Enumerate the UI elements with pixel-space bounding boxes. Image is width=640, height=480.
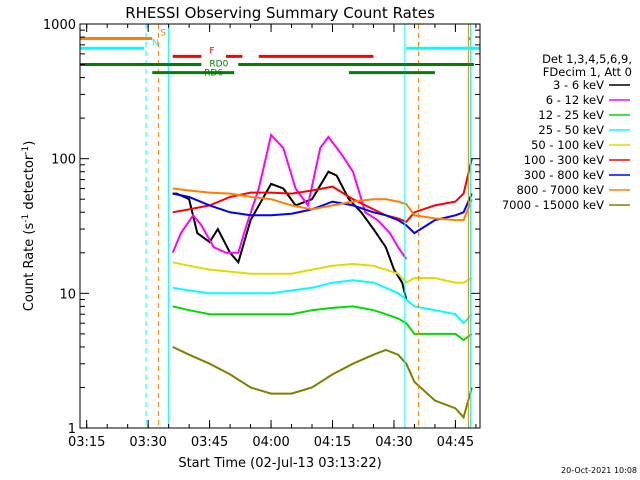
legend-label: 25 - 50 keV xyxy=(538,123,604,137)
x-tick-label: 03:15 xyxy=(68,435,105,450)
plot-frame xyxy=(79,23,481,429)
series-line-0 xyxy=(172,170,408,300)
y-axis: 1 10 100 1000 xyxy=(43,18,480,437)
series-line-6 xyxy=(172,192,473,235)
series-line-3 xyxy=(172,279,473,325)
legend-label: 300 - 800 keV xyxy=(524,168,604,182)
series-line-4 xyxy=(172,261,473,284)
y-axis-label-mid: detector xyxy=(22,154,37,214)
series-line-2 xyxy=(172,305,473,342)
y-tick-label: 1000 xyxy=(43,18,76,33)
y-axis-label-sup2: -1 xyxy=(21,146,31,155)
legend-label: 100 - 300 keV xyxy=(524,153,604,167)
y-axis-label-main: Count Rate (s xyxy=(22,223,37,312)
series-line-8 xyxy=(172,345,473,420)
legend-label: 6 - 12 keV xyxy=(546,93,604,107)
flag-label-S: S xyxy=(160,29,166,39)
x-axis-label: Start Time (02-Jul-13 03:13:22) xyxy=(178,456,381,471)
legend-label: 800 - 7000 keV xyxy=(516,183,604,197)
y-tick-label: 100 xyxy=(51,153,76,168)
flag-label-F: F xyxy=(209,46,214,56)
y-axis-label-sup: -1 xyxy=(21,214,31,223)
data-layer xyxy=(171,132,473,420)
x-tick-label: 03:45 xyxy=(191,435,228,450)
flag-label-N: N xyxy=(152,38,159,48)
chart-title: RHESSI Observing Summary Count Rates xyxy=(125,4,435,22)
x-tick-label: 04:00 xyxy=(252,435,289,450)
series-line-5 xyxy=(172,158,473,224)
series-line-1 xyxy=(171,132,408,260)
y-axis-label-end: ) xyxy=(22,141,37,146)
x-tick-label: 03:30 xyxy=(129,435,166,450)
x-tick-label: 04:15 xyxy=(314,435,351,450)
legend-header: Det 1,3,4,5,6,9, xyxy=(542,52,632,66)
y-axis-label: Count Rate (s-1 detector-1) xyxy=(21,141,37,312)
flag-label-RD0: RD0 xyxy=(209,60,228,70)
flag-label-RD6: RD6 xyxy=(204,69,223,79)
legend: Det 1,3,4,5,6,9,FDecim 1, Att 03 - 6 keV… xyxy=(502,52,632,212)
x-axis: 03:15 03:30 03:45 04:00 04:15 04:30 04:45 xyxy=(68,24,477,450)
legend-label: 12 - 25 keV xyxy=(538,108,604,122)
timestamp: 20-Oct-2021 10:08 xyxy=(561,466,637,475)
x-tick-label: 04:45 xyxy=(437,435,474,450)
y-tick-label: 10 xyxy=(59,287,76,302)
x-tick-label: 04:30 xyxy=(375,435,412,450)
vertical-markers xyxy=(145,24,471,428)
legend-label: 3 - 6 keV xyxy=(553,78,604,92)
series-line-7 xyxy=(172,187,473,222)
y-tick-label: 1 xyxy=(68,422,76,437)
legend-header: FDecim 1, Att 0 xyxy=(543,65,632,79)
legend-label: 7000 - 15000 keV xyxy=(502,198,604,212)
legend-label: 50 - 100 keV xyxy=(531,138,604,152)
